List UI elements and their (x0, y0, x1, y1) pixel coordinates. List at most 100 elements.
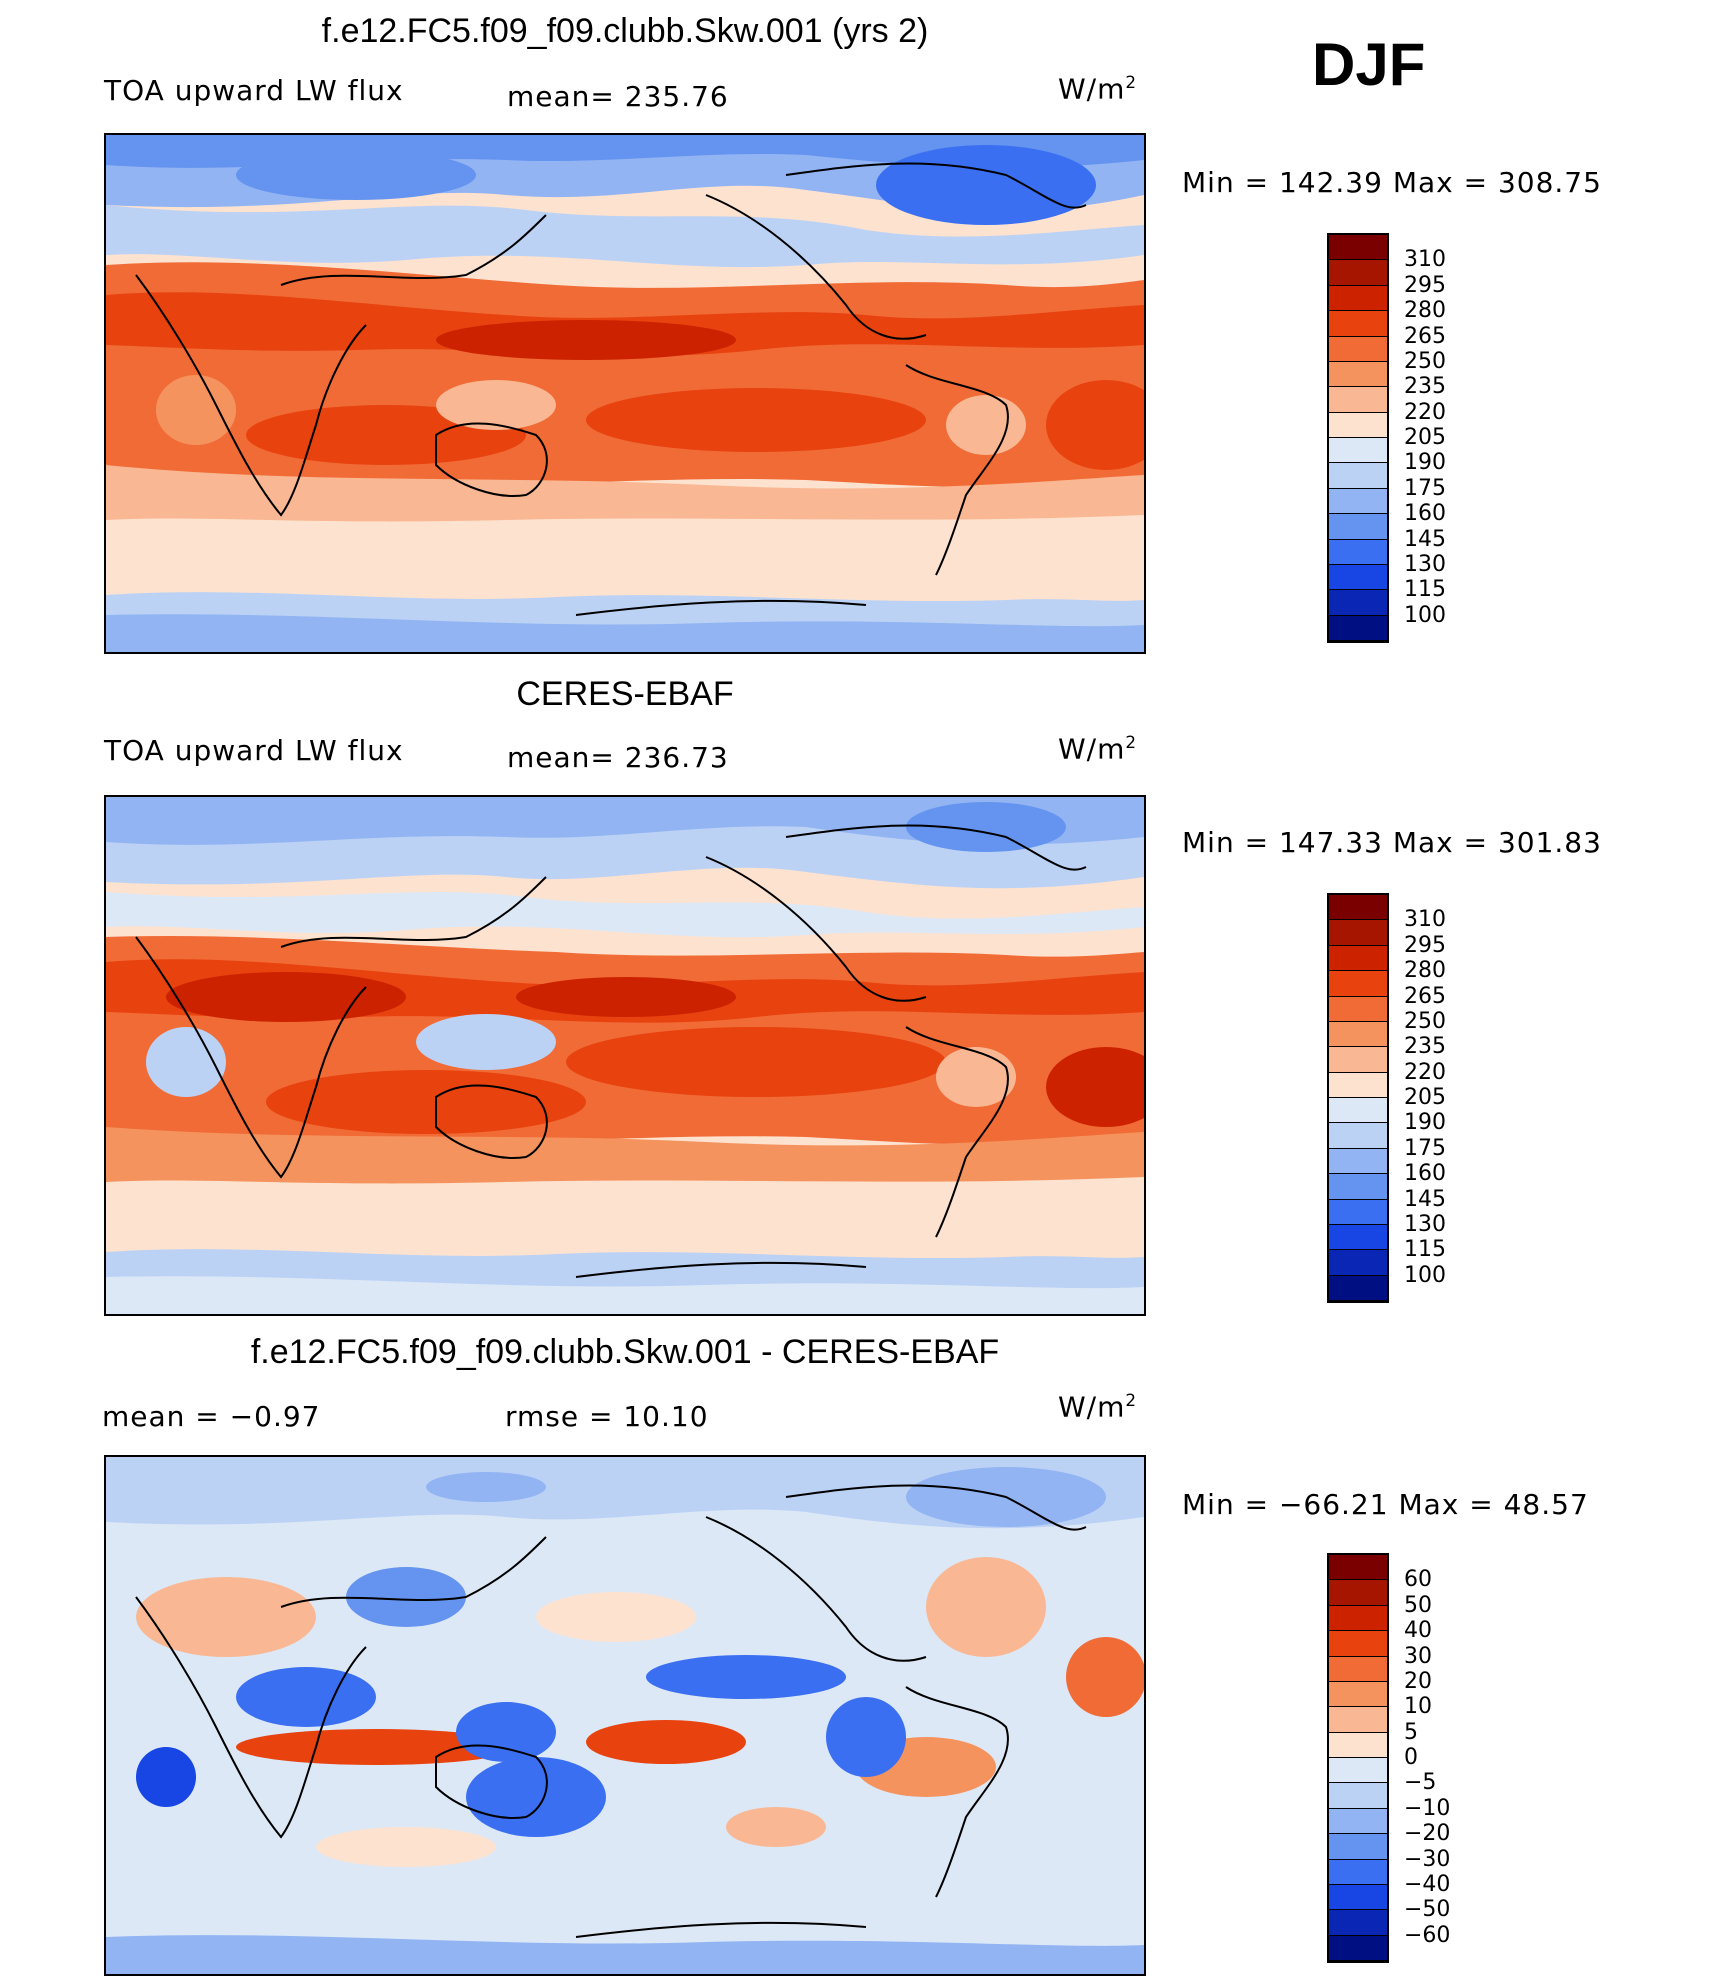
colorbar-segment (1329, 1681, 1387, 1708)
colorbar-tick-label: 190 (1404, 450, 1446, 476)
colorbar-tick-label: 310 (1404, 247, 1446, 273)
colorbar-tick-label: 220 (1404, 399, 1446, 425)
panel-1-minmax: Min = 142.39 Max = 308.75 (1182, 166, 1602, 199)
colorbar-tick-label: 115 (1404, 577, 1446, 603)
panel-3-minmax: Min = −66.21 Max = 48.57 (1182, 1488, 1589, 1521)
colorbar-segment (1329, 1910, 1387, 1936)
colorbar-segment (1329, 564, 1387, 591)
panel-2-mean-label: mean= 236.73 (507, 741, 729, 774)
colorbar-tick-label: 115 (1404, 1237, 1446, 1263)
panel-2-units-label: W/m2 (1058, 732, 1138, 766)
panel-3-rmse-label: rmse = 10.10 (505, 1400, 709, 1433)
panel-1-colorbar (1327, 233, 1389, 643)
colorbar-tick-label: 310 (1404, 907, 1446, 933)
panel-2-title: CERES-EBAF (516, 675, 734, 713)
colorbar-segment (1329, 514, 1387, 540)
colorbar-segment (1329, 1148, 1387, 1175)
colorbar-tick-label: 50 (1404, 1592, 1432, 1618)
panel-2-minmax: Min = 147.33 Max = 301.83 (1182, 826, 1602, 859)
panel-1-map (104, 133, 1146, 654)
colorbar-segment (1329, 1656, 1387, 1682)
colorbar-tick-label: 205 (1404, 425, 1446, 450)
colorbar-tick-label: −10 (1404, 1795, 1451, 1821)
colorbar-segment (1329, 1707, 1387, 1733)
panel-1-title: f.e12.FC5.f09_f09.clubb.Skw.001 (yrs 2) (321, 12, 929, 50)
panel-2-map (104, 795, 1146, 1316)
colorbar-segment (1329, 1275, 1387, 1301)
panel-2-variable-label: TOA upward LW flux (104, 734, 404, 767)
colorbar-segment (1329, 311, 1387, 337)
colorbar-segment (1329, 1859, 1387, 1885)
colorbar-segment (1329, 1783, 1387, 1809)
colorbar-segment (1329, 1580, 1387, 1606)
colorbar-tick-label: −40 (1404, 1871, 1451, 1897)
panel-3-colorbar (1327, 1553, 1389, 1963)
panel-3-map (104, 1455, 1146, 1976)
colorbar-tick-label: 295 (1404, 272, 1446, 298)
panel-1-variable-label: TOA upward LW flux (104, 74, 404, 107)
colorbar-segment (1329, 1605, 1387, 1632)
colorbar-segment (1329, 285, 1387, 312)
colorbar-tick-label: −5 (1404, 1770, 1437, 1796)
colorbar-segment (1329, 1123, 1387, 1149)
colorbar-tick-label: −30 (1404, 1846, 1451, 1872)
colorbar-segment (1329, 488, 1387, 515)
colorbar-segment (1329, 438, 1387, 464)
colorbar-tick-label: 20 (1404, 1668, 1432, 1694)
colorbar-tick-label: 235 (1404, 1034, 1446, 1060)
colorbar-segment (1329, 235, 1387, 261)
colorbar-tick-label: 265 (1404, 323, 1446, 349)
colorbar-tick-label: 265 (1404, 983, 1446, 1009)
panel-1-units-label: W/m2 (1058, 72, 1138, 106)
colorbar-segment (1329, 1808, 1387, 1835)
colorbar-tick-label: 130 (1404, 1211, 1446, 1237)
colorbar-tick-label: −50 (1404, 1897, 1451, 1923)
colorbar-tick-label: 160 (1404, 501, 1446, 527)
colorbar-tick-label: 60 (1404, 1567, 1432, 1593)
colorbar-segment (1329, 463, 1387, 489)
colorbar-segment (1329, 615, 1387, 641)
panel-2-colorbar (1327, 893, 1389, 1303)
colorbar-segment (1329, 539, 1387, 565)
colorbar-segment (1329, 1072, 1387, 1098)
colorbar-tick-label: 145 (1404, 1186, 1446, 1212)
colorbar-segment (1329, 1884, 1387, 1911)
colorbar-segment (1329, 1935, 1387, 1961)
colorbar-tick-label: 160 (1404, 1161, 1446, 1187)
colorbar-segment (1329, 996, 1387, 1022)
panel-1-mean-label: mean= 235.76 (507, 80, 729, 113)
colorbar-tick-label: 190 (1404, 1110, 1446, 1136)
colorbar-tick-label: 10 (1404, 1694, 1432, 1720)
colorbar-segment (1329, 412, 1387, 438)
colorbar-tick-label: 280 (1404, 958, 1446, 984)
colorbar-segment (1329, 1224, 1387, 1251)
colorbar-segment (1329, 1555, 1387, 1581)
colorbar-tick-label: 220 (1404, 1059, 1446, 1085)
season-label: DJF (1312, 31, 1426, 98)
colorbar-tick-label: 0 (1404, 1745, 1418, 1770)
colorbar-tick-label: 30 (1404, 1643, 1432, 1669)
colorbar-tick-label: 205 (1404, 1085, 1446, 1110)
colorbar-tick-label: 100 (1404, 602, 1446, 628)
colorbar-tick-label: 250 (1404, 1008, 1446, 1034)
colorbar-tick-label: −20 (1404, 1821, 1451, 1847)
colorbar-segment (1329, 1758, 1387, 1784)
colorbar-segment (1329, 1174, 1387, 1200)
colorbar-tick-label: 175 (1404, 1135, 1446, 1161)
panel-3-mean-label: mean = −0.97 (102, 1400, 321, 1433)
colorbar-segment (1329, 1199, 1387, 1225)
colorbar-segment (1329, 1732, 1387, 1758)
colorbar-segment (1329, 1631, 1387, 1657)
colorbar-segment (1329, 336, 1387, 362)
colorbar-tick-label: 175 (1404, 475, 1446, 501)
colorbar-tick-label: 130 (1404, 551, 1446, 577)
colorbar-tick-label: 40 (1404, 1618, 1432, 1644)
colorbar-tick-label: 280 (1404, 298, 1446, 324)
colorbar-segment (1329, 1098, 1387, 1124)
colorbar-segment (1329, 1250, 1387, 1276)
colorbar-segment (1329, 1047, 1387, 1073)
colorbar-segment (1329, 1834, 1387, 1860)
colorbar-segment (1329, 920, 1387, 946)
colorbar-segment (1329, 1021, 1387, 1048)
panel-3-title: f.e12.FC5.f09_f09.clubb.Skw.001 - CERES-… (250, 1333, 1000, 1371)
